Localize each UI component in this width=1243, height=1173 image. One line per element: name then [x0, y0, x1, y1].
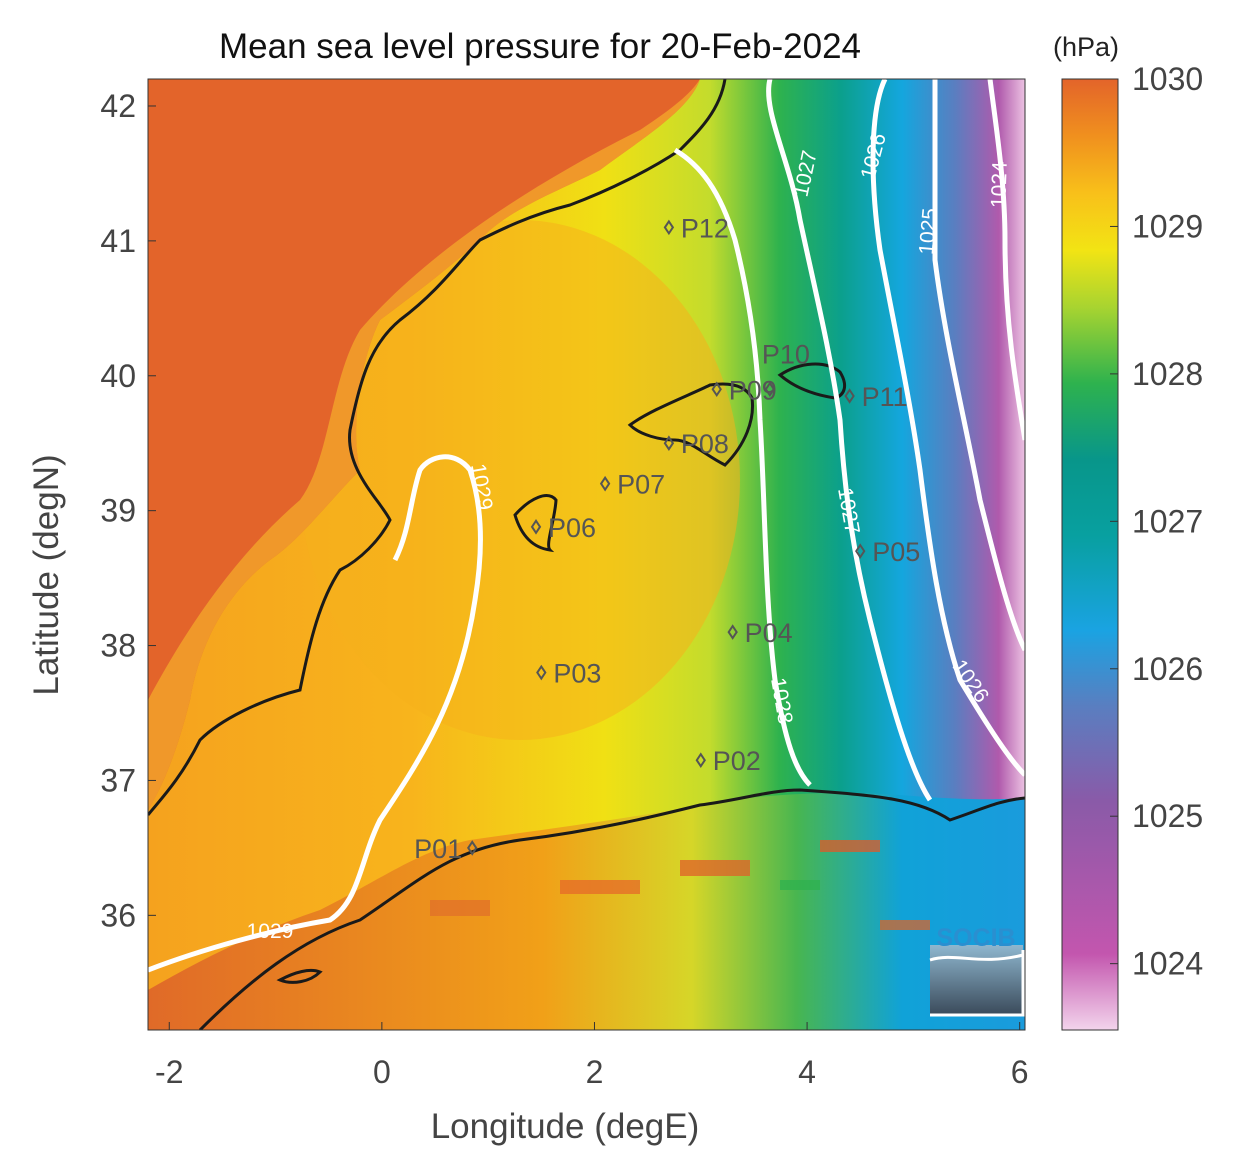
station-p10: P10	[762, 339, 810, 398]
station-p11: P11	[844, 382, 908, 412]
colorbar-tick-label: 1026	[1132, 651, 1203, 687]
station-marker-icon	[855, 543, 866, 559]
map-frame	[147, 78, 1026, 1031]
station-label: P12	[681, 213, 729, 243]
isobar-1026	[870, 79, 1025, 777]
isobar-label: 1025	[915, 207, 942, 256]
isobar-1027	[766, 79, 933, 802]
y-axis-label: Latitude (degN)	[27, 454, 66, 695]
isobar-1025	[932, 79, 1025, 652]
y-tick-label: 40	[100, 358, 136, 394]
station-label: P05	[872, 537, 920, 567]
station-marker-icon	[695, 752, 706, 769]
colorbar-tick-label: 1029	[1132, 208, 1203, 244]
station-label: P06	[548, 513, 596, 543]
station-label: P04	[745, 618, 793, 648]
colorbar-unit: (hPa)	[1053, 32, 1119, 62]
y-tick-label: 39	[100, 493, 136, 529]
logo-text: SOCIB	[936, 924, 1015, 952]
y-axis-ticks: 42 41 40 39 38 37 36	[100, 88, 156, 933]
colorbar-tick-label: 1024	[1132, 946, 1203, 982]
station-p09: P09	[711, 375, 777, 405]
station-label: P02	[713, 746, 761, 776]
isobar-label: 1024	[987, 161, 1012, 209]
y-tick-label: 42	[100, 88, 136, 124]
station-p02: P02	[695, 746, 761, 776]
north-africa-land	[148, 793, 1025, 1030]
station-marker-icon	[536, 664, 547, 681]
station-p01: P01	[414, 834, 478, 864]
station-p12: P12	[663, 213, 729, 243]
mallorca-outline	[627, 382, 755, 467]
isobar-labels: 1029 1029 1028 1027 1027 1026 1026 1025 …	[247, 131, 1012, 943]
station-label: P03	[553, 659, 601, 689]
station-marker-icon	[467, 840, 478, 856]
y-tick-label: 37	[100, 762, 136, 798]
station-label: P07	[617, 470, 665, 500]
station-p08: P08	[663, 429, 729, 459]
menorca-outline	[777, 362, 847, 400]
x-axis-label: Longitude (degE)	[431, 1107, 700, 1146]
iberia-land	[148, 79, 700, 810]
socib-logo: SOCIB	[929, 924, 1025, 1017]
station-marker-icon	[727, 624, 738, 640]
colorbar-tick-label: 1027	[1132, 503, 1203, 539]
station-marker-icon	[663, 435, 675, 452]
isobar-1028	[673, 147, 812, 787]
colorbar-tick-label: 1025	[1132, 798, 1203, 834]
x-tick-label: 6	[1011, 1054, 1029, 1090]
station-marker-icon	[764, 381, 776, 398]
colorbar-tick-label: 1030	[1132, 61, 1203, 97]
chart-title: Mean sea level pressure for 20-Feb-2024	[219, 27, 861, 66]
station-marker-icon	[530, 519, 542, 535]
isobar-1024	[987, 79, 1025, 441]
high-pressure-center	[300, 220, 740, 740]
station-marker-icon	[711, 381, 722, 398]
x-axis-ticks: -2 0 2 4 6	[155, 1022, 1029, 1090]
station-label: P11	[862, 382, 908, 412]
isobars	[148, 79, 1025, 973]
station-label: P09	[729, 375, 777, 405]
station-label: P08	[681, 429, 729, 459]
station-marker-icon	[844, 388, 855, 404]
y-tick-label: 38	[100, 628, 136, 664]
station-marker-icon	[663, 219, 675, 236]
terrain-speckles	[430, 840, 930, 930]
isobar-1029	[148, 454, 483, 973]
station-p03: P03	[536, 659, 601, 689]
coastlines	[148, 79, 1025, 1030]
station-p06: P06	[530, 513, 596, 543]
x-tick-label: 4	[798, 1054, 816, 1090]
station-label: P01	[414, 834, 462, 864]
x-tick-label: 0	[373, 1054, 391, 1090]
x-tick-label: -2	[155, 1054, 183, 1090]
station-p04: P04	[727, 618, 793, 648]
colorbar: (hPa) 1030 1029 1028 1027 1026 1025 1024	[1053, 32, 1203, 1031]
station-label: P10	[762, 339, 810, 369]
ibiza-outline	[513, 494, 558, 553]
colorbar-ticks: 1030 1029 1028 1027 1026 1025 1024	[1110, 61, 1203, 982]
x-tick-label: 2	[586, 1054, 604, 1090]
y-tick-label: 41	[100, 223, 136, 259]
station-p05: P05	[855, 537, 920, 567]
y-tick-label: 36	[100, 897, 136, 933]
colorbar-tick-label: 1028	[1132, 356, 1203, 392]
colorbar-gradient	[1061, 78, 1119, 1031]
station-marker-icon	[599, 475, 611, 492]
isobar-label: 1029	[247, 920, 294, 943]
map-area: 1029 1029 1028 1027 1027 1026 1026 1025 …	[148, 79, 1025, 1030]
station-p07: P07	[599, 470, 665, 500]
